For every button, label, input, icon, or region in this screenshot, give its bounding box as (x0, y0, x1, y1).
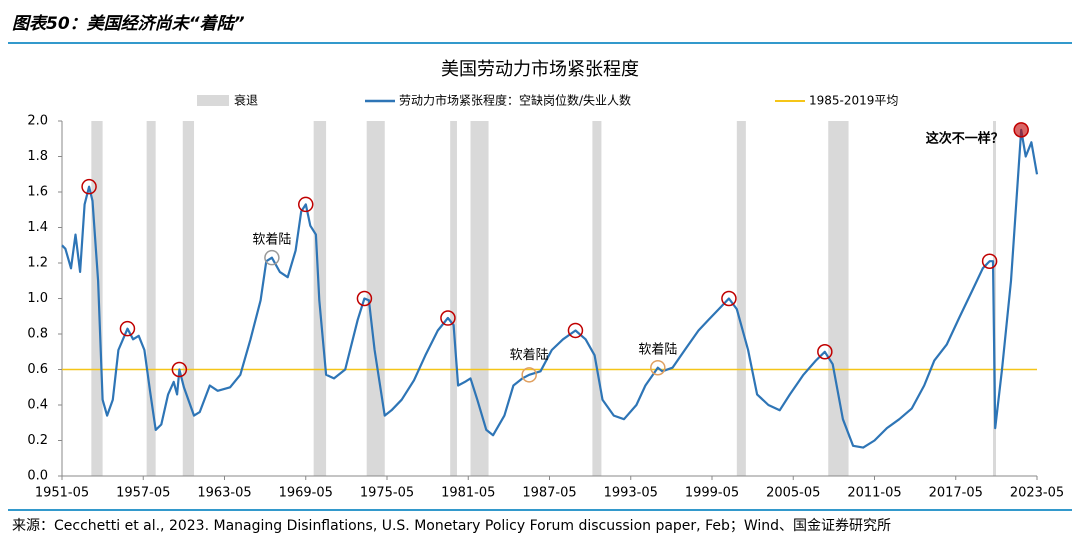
highlight-marker (567, 322, 584, 339)
source-note: 来源：Cecchetti et al., 2023. Managing Disi… (12, 518, 891, 534)
x-tick-label: 1993-05 (604, 486, 658, 501)
x-tick-label: 1951-05 (35, 486, 89, 501)
highlight-marker (356, 290, 373, 307)
highlight-marker (981, 253, 998, 269)
highlight-marker (1013, 122, 1029, 138)
data-line (61, 128, 1039, 449)
x-tick-label: 1999-05 (685, 486, 739, 501)
recession-band (828, 121, 849, 476)
annotation: 软着陆 (510, 347, 549, 363)
x-tick-label: 1975-05 (360, 486, 414, 501)
legend-label: 劳动力市场紧张程度：空缺岗位数/失业人数 (399, 93, 631, 108)
y-tick-label: 0.0 (27, 469, 48, 484)
y-tick-label: 0.8 (27, 327, 48, 342)
x-tick-label: 2005-05 (766, 486, 820, 501)
highlight-marker (721, 290, 737, 307)
recession-band (592, 121, 602, 476)
highlight-marker (81, 178, 97, 195)
highlight-marker (298, 196, 314, 213)
y-tick-label: 1.2 (27, 256, 48, 271)
recession-band (182, 121, 195, 476)
y-tick-label: 0.4 (27, 398, 48, 413)
x-tick-label: 1981-05 (441, 486, 495, 501)
x-tick-label: 1987-05 (522, 486, 576, 501)
recession-band (366, 121, 385, 476)
recession-band (450, 121, 457, 476)
y-tick-label: 1.4 (27, 220, 48, 235)
x-tick-label: 1957-05 (116, 486, 170, 501)
y-tick-label: 0.6 (27, 362, 48, 377)
x-tick-label: 2011-05 (847, 486, 901, 501)
highlight-marker (264, 249, 280, 266)
legend-swatch (197, 95, 229, 106)
chart-title: 美国劳动力市场紧张程度 (441, 59, 639, 80)
x-tick-label: 2023-05 (1010, 486, 1064, 501)
legend-label: 衰退 (234, 93, 258, 108)
annotation: 这次不一样？ (926, 130, 1004, 146)
highlight-marker (817, 344, 833, 360)
legend-label: 1985-2019平均 (809, 94, 898, 108)
page-title: 图表50：美国经济尚未“着陆” (12, 14, 245, 34)
recession-band (470, 121, 489, 476)
annotation: 软着陆 (252, 231, 291, 247)
y-tick-label: 0.2 (27, 433, 48, 448)
y-tick-label: 1.0 (27, 291, 48, 306)
highlight-marker (650, 359, 666, 376)
highlight-marker (119, 320, 136, 337)
y-tick-label: 1.8 (27, 149, 48, 164)
highlight-marker (521, 367, 537, 383)
recession-band (91, 121, 103, 476)
x-tick-label: 1963-05 (197, 486, 251, 501)
y-tick-label: 1.6 (27, 185, 48, 200)
x-tick-label: 2017-05 (929, 486, 983, 501)
recession-band (146, 121, 156, 476)
x-tick-label: 1969-05 (279, 486, 333, 501)
highlight-marker (171, 361, 188, 378)
highlight-marker (440, 310, 456, 326)
recession-band (736, 121, 746, 476)
y-tick-label: 2.0 (27, 114, 48, 129)
annotation: 软着陆 (638, 341, 677, 357)
